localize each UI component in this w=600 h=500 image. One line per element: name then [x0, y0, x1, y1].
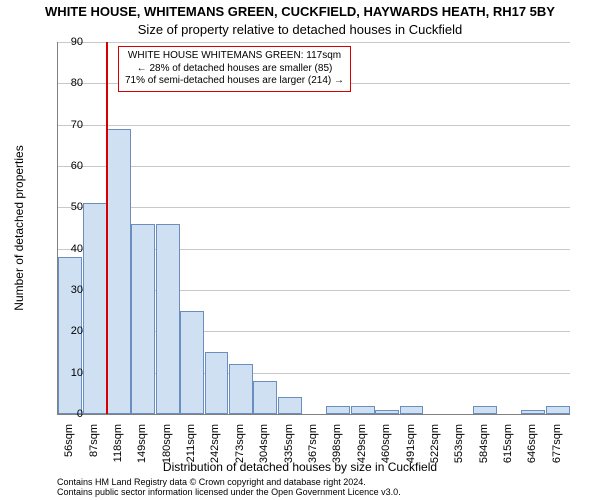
annot-line1: WHITE HOUSE WHITEMANS GREEN: 117sqm: [128, 50, 341, 61]
histogram-bar: [131, 224, 155, 414]
histogram-bar: [278, 397, 302, 414]
histogram-bar: [156, 224, 180, 414]
y-axis-label: Number of detached properties: [12, 145, 26, 310]
xtick-label: 398sqm: [331, 424, 343, 484]
histogram-bar: [229, 364, 253, 414]
chart-container: WHITE HOUSE, WHITEMANS GREEN, CUCKFIELD,…: [0, 0, 600, 500]
xtick-label: 335sqm: [283, 424, 295, 484]
xtick-label: 553sqm: [453, 424, 465, 484]
histogram-bar: [83, 203, 107, 414]
histogram-bar: [180, 311, 204, 414]
page-subtitle: Size of property relative to detached ho…: [0, 22, 600, 37]
xtick-label: 211sqm: [185, 424, 197, 484]
xtick-label: 491sqm: [405, 424, 417, 484]
plot-area: WHITE HOUSE WHITEMANS GREEN: 117sqm ← 28…: [57, 42, 570, 415]
ytick-label: 10: [59, 367, 83, 379]
histogram-bar: [107, 129, 131, 414]
ytick-label: 20: [59, 325, 83, 337]
xtick-label: 615sqm: [502, 424, 514, 484]
footer-text: Contains HM Land Registry data © Crown c…: [57, 478, 401, 498]
xtick-label: 304sqm: [258, 424, 270, 484]
xtick-label: 242sqm: [209, 424, 221, 484]
gridline-h: [58, 207, 570, 208]
annot-line2: ← 28% of detached houses are smaller (85…: [137, 63, 333, 74]
ytick-label: 70: [59, 119, 83, 131]
marker-line: [106, 42, 108, 414]
xtick-label: 273sqm: [234, 424, 246, 484]
histogram-bar: [253, 381, 277, 414]
xtick-label: 646sqm: [526, 424, 538, 484]
ytick-label: 30: [59, 284, 83, 296]
xtick-label: 522sqm: [429, 424, 441, 484]
histogram-bar: [326, 406, 350, 414]
ytick-label: 40: [59, 243, 83, 255]
xtick-label: 180sqm: [161, 424, 173, 484]
ytick-label: 90: [59, 36, 83, 48]
page-title: WHITE HOUSE, WHITEMANS GREEN, CUCKFIELD,…: [0, 4, 600, 19]
histogram-bar: [351, 406, 375, 414]
histogram-bar: [205, 352, 229, 414]
xtick-label: 87sqm: [88, 424, 100, 484]
annot-line3: 71% of semi-detached houses are larger (…: [125, 75, 344, 86]
xtick-label: 56sqm: [63, 424, 75, 484]
histogram-bar: [546, 406, 570, 414]
xtick-label: 584sqm: [478, 424, 490, 484]
ytick-label: 60: [59, 160, 83, 172]
gridline-h: [58, 42, 570, 43]
footer-line2: Contains public sector information licen…: [57, 487, 401, 497]
ytick-label: 80: [59, 77, 83, 89]
histogram-bar: [375, 410, 399, 414]
gridline-h: [58, 125, 570, 126]
marker-annotation: WHITE HOUSE WHITEMANS GREEN: 117sqm ← 28…: [118, 46, 351, 92]
ytick-label: 0: [59, 408, 83, 420]
xtick-label: 429sqm: [356, 424, 368, 484]
ytick-label: 50: [59, 201, 83, 213]
xtick-label: 149sqm: [136, 424, 148, 484]
histogram-bar: [473, 406, 497, 414]
xtick-label: 367sqm: [307, 424, 319, 484]
histogram-bar: [521, 410, 545, 414]
xtick-label: 460sqm: [380, 424, 392, 484]
gridline-h: [58, 166, 570, 167]
xtick-label: 677sqm: [551, 424, 563, 484]
histogram-bar: [400, 406, 424, 414]
xtick-label: 118sqm: [112, 424, 124, 484]
